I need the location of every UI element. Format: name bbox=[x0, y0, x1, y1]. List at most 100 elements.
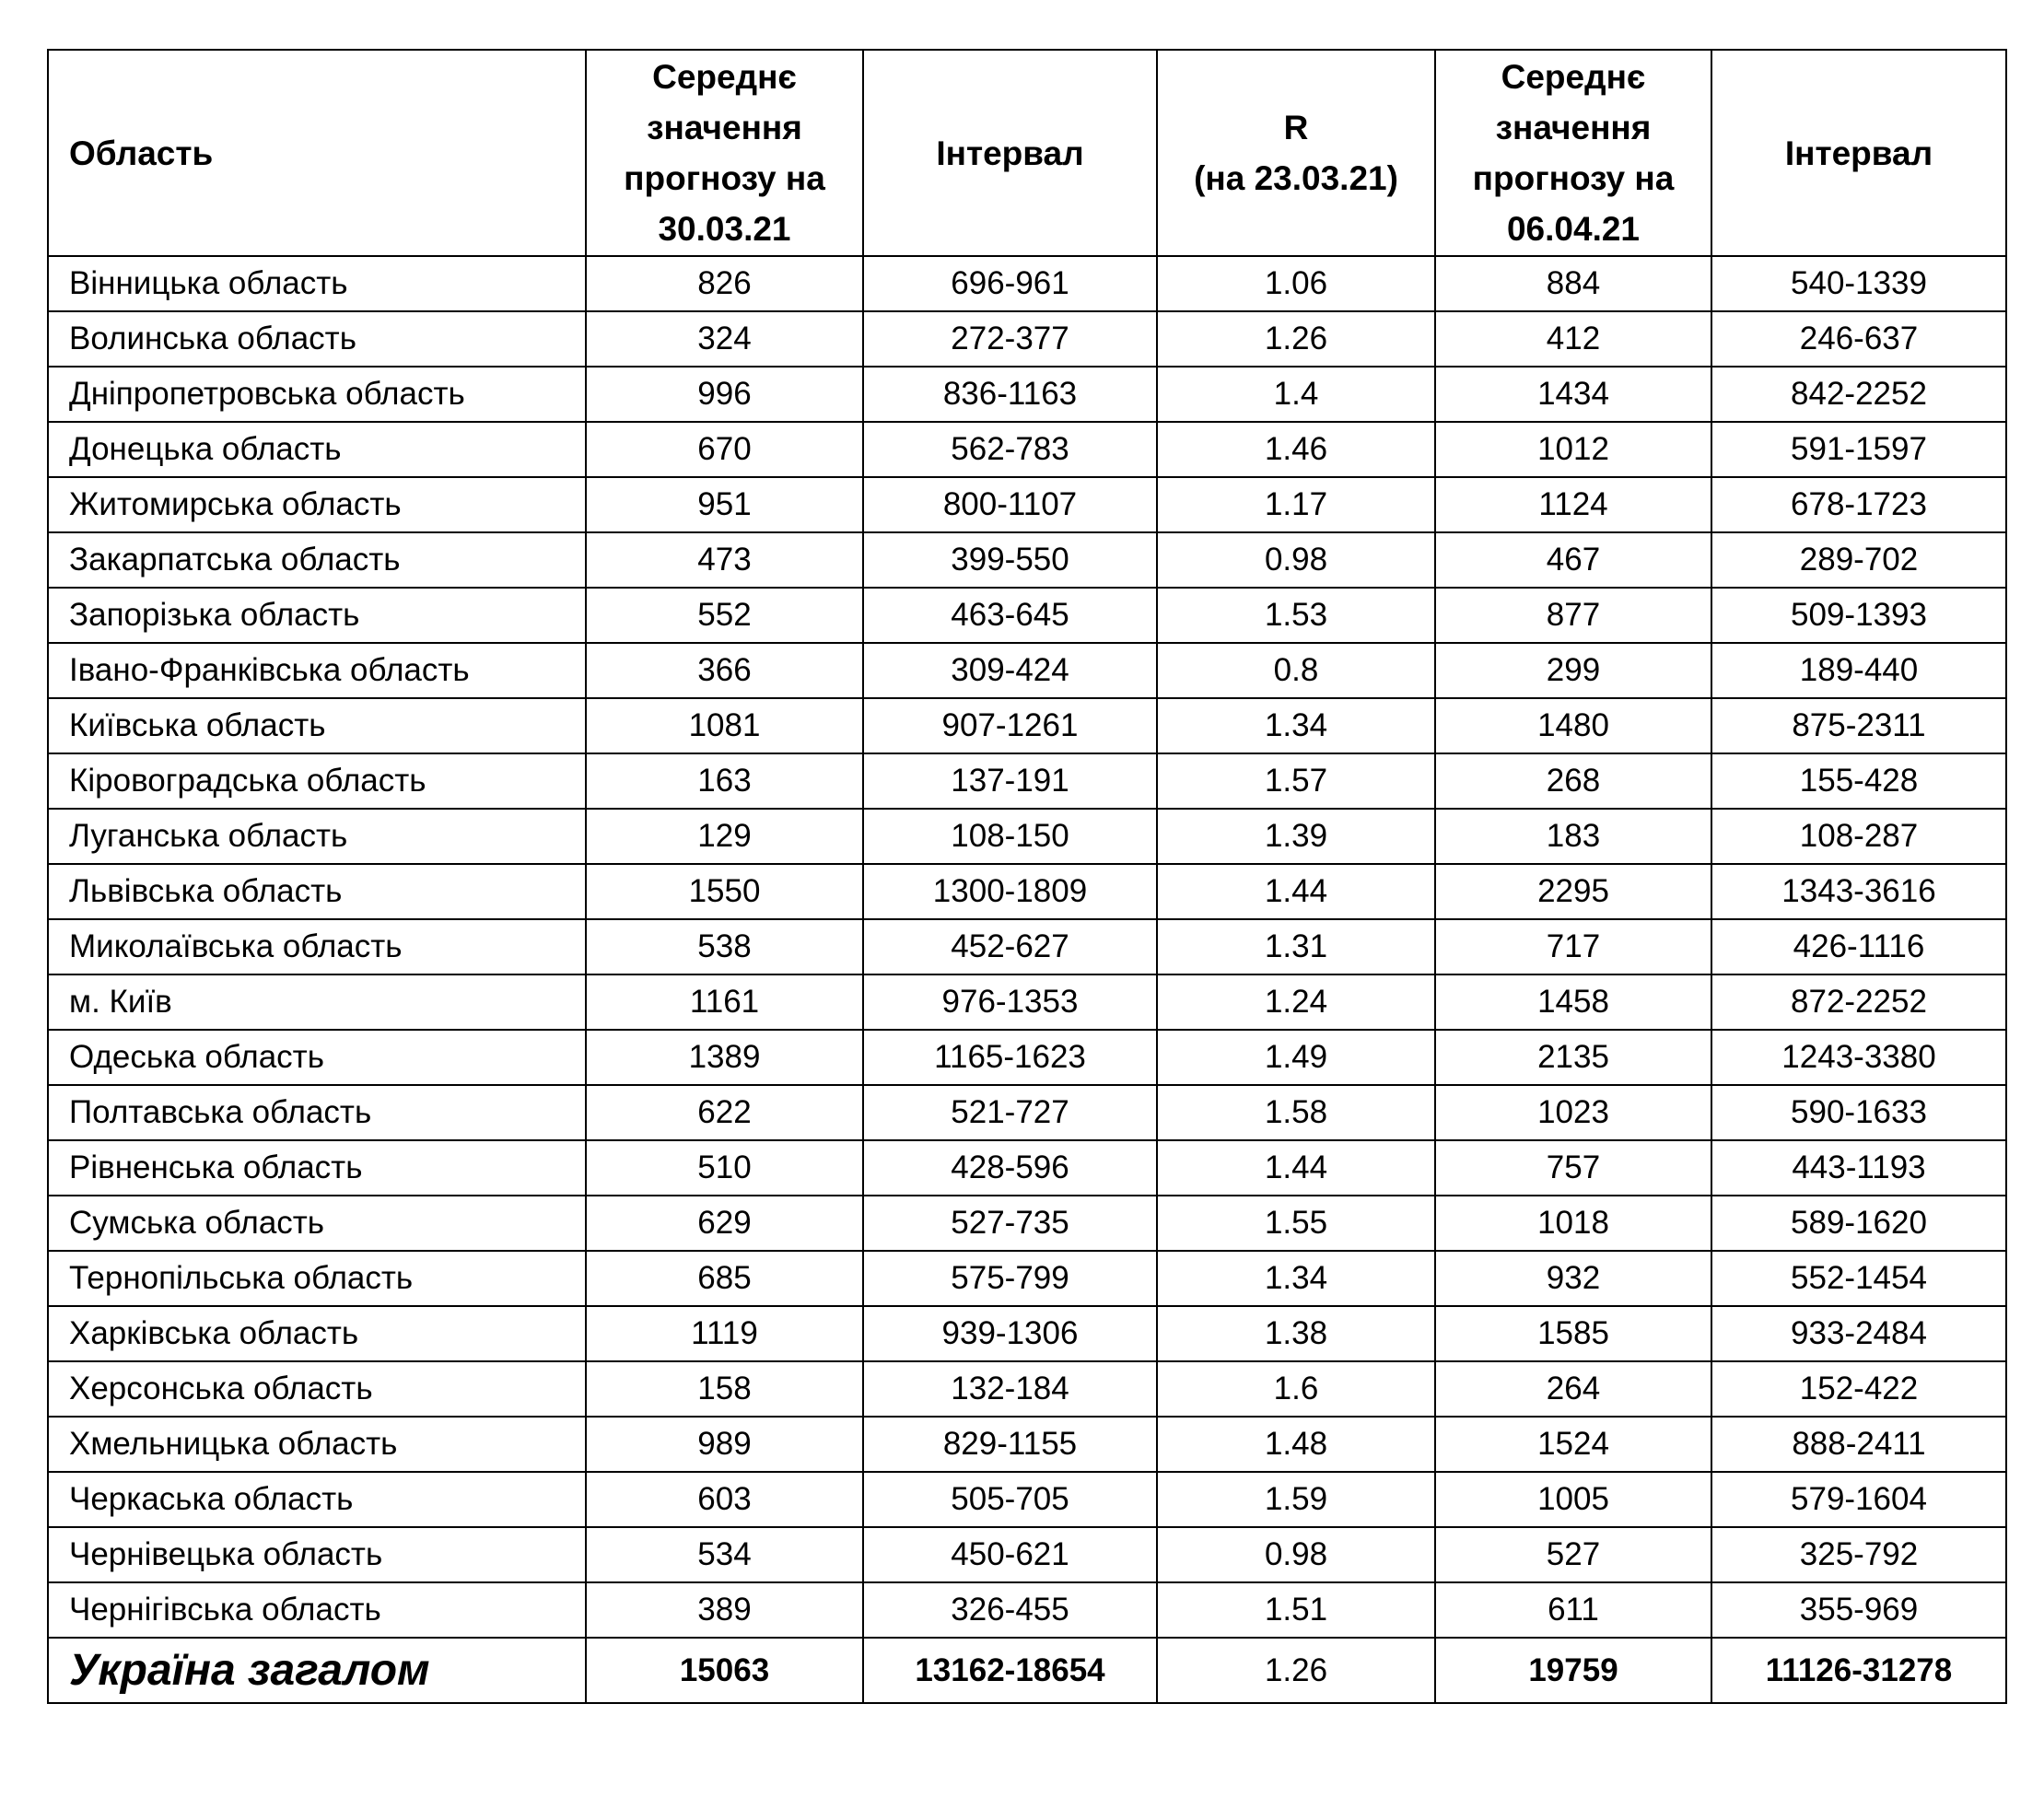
value-cell: 800-1107 bbox=[862, 476, 1158, 533]
value-cell: 1023 bbox=[1434, 1084, 1712, 1141]
value-cell: 521-727 bbox=[862, 1084, 1158, 1141]
table-row: Черкаська область 603 505-705 1.59 1005 579-1… bbox=[47, 1471, 2007, 1528]
value-cell: 1.6 bbox=[1156, 1360, 1436, 1418]
table-row: Вінницька область 826 696-961 1.06 884 540-13… bbox=[47, 255, 2007, 312]
value-cell: 473 bbox=[585, 531, 864, 589]
value-cell: 1.55 bbox=[1156, 1195, 1436, 1252]
total-label: Україна загалом bbox=[47, 1637, 587, 1704]
region-cell: Сумська область bbox=[47, 1195, 587, 1252]
forecast-table: Область Середнє значення прогнозу на 30.0… bbox=[47, 49, 2007, 1704]
table-row: Чернівецька область 534 450-621 0.98 527 325-… bbox=[47, 1526, 2007, 1583]
value-cell: 0.8 bbox=[1156, 642, 1436, 699]
table-row: Кіровоградська область 163 137-191 1.57 268 1… bbox=[47, 753, 2007, 810]
value-cell: 696-961 bbox=[862, 255, 1158, 312]
value-cell: 1434 bbox=[1434, 366, 1712, 423]
table-row: Харківська область 1119 939-1306 1.38 1585 93… bbox=[47, 1305, 2007, 1362]
table-row: Івано-Франківська область 366 309-424 0.8 29… bbox=[47, 642, 2007, 699]
value-cell: 1.26 bbox=[1156, 310, 1436, 368]
total-row: Україна загалом 15063 13162-18654 1.26 19759… bbox=[47, 1637, 2007, 1704]
region-cell: Одеська область bbox=[47, 1029, 587, 1086]
value-cell: 108-150 bbox=[862, 808, 1158, 865]
table-row: Рівненська область 510 428-596 1.44 757 443-1… bbox=[47, 1139, 2007, 1196]
value-cell: 1.48 bbox=[1156, 1416, 1436, 1473]
value-cell: 183 bbox=[1434, 808, 1712, 865]
value-cell: 1.44 bbox=[1156, 1139, 1436, 1196]
value-cell: 939-1306 bbox=[862, 1305, 1158, 1362]
region-cell: Київська область bbox=[47, 697, 587, 754]
value-cell: 264 bbox=[1434, 1360, 1712, 1418]
value-cell: 611 bbox=[1434, 1581, 1712, 1639]
region-cell: Запорізька область bbox=[47, 587, 587, 644]
region-cell: Вінницька область bbox=[47, 255, 587, 312]
table-row: Донецька область 670 562-783 1.46 1012 591-15… bbox=[47, 421, 2007, 478]
table-row: Херсонська область 158 132-184 1.6 264 152-42… bbox=[47, 1360, 2007, 1418]
value-cell: 467 bbox=[1434, 531, 1712, 589]
value-cell: 562-783 bbox=[862, 421, 1158, 478]
value-cell: 289-702 bbox=[1711, 531, 2007, 589]
value-cell: 1524 bbox=[1434, 1416, 1712, 1473]
table-row: Закарпатська область 473 399-550 0.98 467 289… bbox=[47, 531, 2007, 589]
value-cell: 399-550 bbox=[862, 531, 1158, 589]
region-cell: Хмельницька область bbox=[47, 1416, 587, 1473]
value-cell: 670 bbox=[585, 421, 864, 478]
value-cell: 366 bbox=[585, 642, 864, 699]
value-cell: 412 bbox=[1434, 310, 1712, 368]
value-cell: 1.39 bbox=[1156, 808, 1436, 865]
value-cell: 836-1163 bbox=[862, 366, 1158, 423]
value-cell: 309-424 bbox=[862, 642, 1158, 699]
table-body: Вінницька область 826 696-961 1.06 884 540-13… bbox=[47, 255, 2007, 1704]
value-cell: 152-422 bbox=[1711, 1360, 2007, 1418]
value-cell: 875-2311 bbox=[1711, 697, 2007, 754]
value-cell: 463-645 bbox=[862, 587, 1158, 644]
value-cell: 1.06 bbox=[1156, 255, 1436, 312]
table-row: Сумська область 629 527-735 1.55 1018 589-162… bbox=[47, 1195, 2007, 1252]
value-cell: 1124 bbox=[1434, 476, 1712, 533]
region-cell: Житомирська область bbox=[47, 476, 587, 533]
value-cell: 579-1604 bbox=[1711, 1471, 2007, 1528]
value-cell: 1458 bbox=[1434, 974, 1712, 1031]
header-cell: Середнє значення прогнозу на 06.04.21 bbox=[1434, 49, 1712, 257]
value-cell: 1161 bbox=[585, 974, 864, 1031]
value-cell: 389 bbox=[585, 1581, 864, 1639]
table-row: Волинська область 324 272-377 1.26 412 246-63… bbox=[47, 310, 2007, 368]
region-cell: Луганська область bbox=[47, 808, 587, 865]
value-cell: 989 bbox=[585, 1416, 864, 1473]
table-row: Полтавська область 622 521-727 1.58 1023 590-… bbox=[47, 1084, 2007, 1141]
region-cell: Чернівецька область bbox=[47, 1526, 587, 1583]
header-cell: Область bbox=[47, 49, 587, 257]
value-cell: 1165-1623 bbox=[862, 1029, 1158, 1086]
value-cell: 757 bbox=[1434, 1139, 1712, 1196]
value-cell: 884 bbox=[1434, 255, 1712, 312]
region-cell: Кіровоградська область bbox=[47, 753, 587, 810]
value-cell: 268 bbox=[1434, 753, 1712, 810]
value-cell: 1005 bbox=[1434, 1471, 1712, 1528]
value-cell: 1550 bbox=[585, 863, 864, 920]
value-cell: 510 bbox=[585, 1139, 864, 1196]
value-cell: 552-1454 bbox=[1711, 1250, 2007, 1307]
value-cell: 1300-1809 bbox=[862, 863, 1158, 920]
value-cell: 450-621 bbox=[862, 1526, 1158, 1583]
value-cell: 1.59 bbox=[1156, 1471, 1436, 1528]
table-row: Тернопільська область 685 575-799 1.34 932 55… bbox=[47, 1250, 2007, 1307]
region-cell: Рівненська область bbox=[47, 1139, 587, 1196]
value-cell: 829-1155 bbox=[862, 1416, 1158, 1473]
value-cell: 527-735 bbox=[862, 1195, 1158, 1252]
value-cell: 1.31 bbox=[1156, 918, 1436, 975]
table-row: Луганська область 129 108-150 1.39 183 108-28… bbox=[47, 808, 2007, 865]
value-cell: 534 bbox=[585, 1526, 864, 1583]
value-cell: 575-799 bbox=[862, 1250, 1158, 1307]
value-cell: 1343-3616 bbox=[1711, 863, 2007, 920]
value-cell: 108-287 bbox=[1711, 808, 2007, 865]
value-cell: 1119 bbox=[585, 1305, 864, 1362]
value-cell: 1.17 bbox=[1156, 476, 1436, 533]
value-cell: 324 bbox=[585, 310, 864, 368]
value-cell: 1.58 bbox=[1156, 1084, 1436, 1141]
value-cell: 1389 bbox=[585, 1029, 864, 1086]
table-row: Миколаївська область 538 452-627 1.31 717 426… bbox=[47, 918, 2007, 975]
region-cell: Чернігівська область bbox=[47, 1581, 587, 1639]
value-cell: 591-1597 bbox=[1711, 421, 2007, 478]
value-cell: 629 bbox=[585, 1195, 864, 1252]
value-cell: 842-2252 bbox=[1711, 366, 2007, 423]
value-cell: 590-1633 bbox=[1711, 1084, 2007, 1141]
